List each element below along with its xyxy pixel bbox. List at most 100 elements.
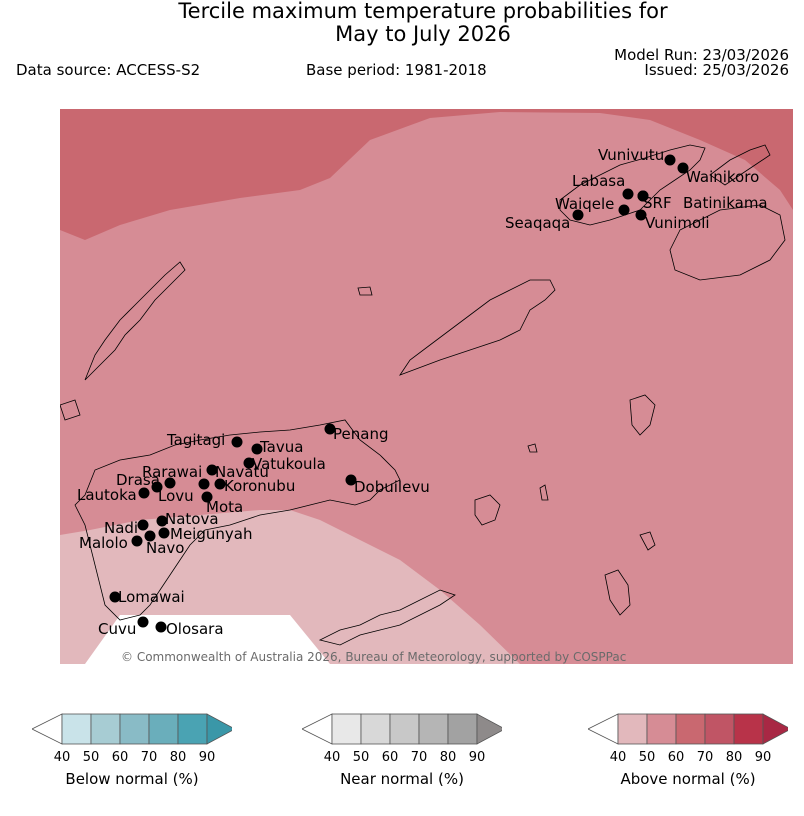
station-marker xyxy=(324,423,336,435)
colorbar-segment xyxy=(177,713,208,745)
yasawa-chain xyxy=(84,261,186,381)
station-marker xyxy=(635,209,647,221)
small-islet-1 xyxy=(357,286,373,296)
colorbar-above xyxy=(587,713,792,745)
station-marker xyxy=(637,190,649,202)
coastlines xyxy=(60,144,786,646)
small-islet-2 xyxy=(539,484,549,501)
station-marker xyxy=(164,477,176,489)
station-marker xyxy=(664,154,676,166)
station-marker xyxy=(231,436,243,448)
ovalau-island xyxy=(398,279,556,376)
colorbar-extend-low xyxy=(301,713,333,745)
colorbar-segment xyxy=(646,713,677,745)
probability-map: Vunivutu Wainikoro Labasa SRF Batinikama Waiq… xyxy=(60,109,793,664)
kadavu-coast xyxy=(318,589,456,646)
station-label: Rarawai xyxy=(142,463,202,481)
station-markers: Vunivutu Wainikoro Labasa SRF Batinikama Waiq… xyxy=(77,146,768,638)
legend-below-normal: 40 50 60 70 80 90 Below normal (%) xyxy=(31,712,236,792)
colorbar-tick-label: 80 xyxy=(169,750,187,765)
legend-near-normal: 40 50 60 70 80 90 Near normal (%) xyxy=(301,712,506,792)
taveuni-coast xyxy=(709,144,771,186)
station-label: Koronubu xyxy=(224,477,295,495)
colorbar-tick-label: 60 xyxy=(111,750,129,765)
station-label: Vatukoula xyxy=(252,455,326,473)
colorbar-below xyxy=(31,713,236,745)
station-label: SRF xyxy=(643,194,672,212)
gau-island xyxy=(474,494,501,526)
station-label: Mota xyxy=(206,498,243,516)
station-label: Cuvu xyxy=(98,620,136,638)
viti-levu-coast xyxy=(74,419,401,621)
colorbar-segment xyxy=(331,713,362,745)
station-marker xyxy=(131,535,143,547)
station-marker xyxy=(201,491,213,503)
colorbar-extend-high xyxy=(476,713,506,745)
issued-label: Issued: 25/03/2026 xyxy=(644,61,789,79)
station-label: Waiqele xyxy=(555,195,614,213)
colorbar-extend-high xyxy=(762,713,792,745)
station-label: Lovu xyxy=(158,487,194,505)
lau-group-east xyxy=(669,204,786,281)
colorbar-extend-low xyxy=(31,713,63,745)
station-label: Dobuilevu xyxy=(354,478,430,496)
station-label: Malolo xyxy=(79,534,128,552)
colorbar-tick-label: 50 xyxy=(82,750,100,765)
station-label: Meigunyah xyxy=(170,525,252,543)
base-period-label: Base period: 1981-2018 xyxy=(306,61,487,79)
station-marker xyxy=(137,616,149,628)
station-marker xyxy=(155,621,167,633)
colorbar-tick-label: 70 xyxy=(410,750,428,765)
colorbar-extend-low xyxy=(587,713,619,745)
station-label: Batinikama xyxy=(683,194,768,212)
station-marker xyxy=(206,464,218,476)
station-marker xyxy=(345,474,357,486)
station-marker xyxy=(109,591,121,603)
colorbar-segment xyxy=(61,713,92,745)
colorbar-tick-label: 70 xyxy=(140,750,158,765)
station-marker xyxy=(158,527,170,539)
vanua-levu-coast xyxy=(559,144,706,226)
station-label: Navatu xyxy=(215,463,269,481)
station-marker xyxy=(138,487,150,499)
small-islet-3 xyxy=(527,443,538,453)
colorbar-tick-label: 80 xyxy=(439,750,457,765)
station-marker xyxy=(572,209,584,221)
station-label: Lautoka xyxy=(77,486,137,504)
station-marker xyxy=(618,204,630,216)
station-marker xyxy=(677,162,689,174)
station-marker xyxy=(144,530,156,542)
band-60-70-northeast xyxy=(700,109,793,150)
colorbar-segment xyxy=(733,713,764,745)
station-label: Olosara xyxy=(166,620,224,638)
station-label: Penang xyxy=(333,425,388,443)
station-label: Vunimoli xyxy=(645,214,710,232)
mamanuca-islands xyxy=(60,399,81,421)
koro-island xyxy=(629,394,656,436)
title-line-1: Tercile maximum temperature probabilitie… xyxy=(178,0,668,23)
model-run-label: Model Run: 23/03/2026 xyxy=(614,46,789,64)
colorbar-tick-label: 40 xyxy=(53,750,71,765)
station-label: Tagitagi xyxy=(166,431,225,449)
station-marker xyxy=(251,443,263,455)
station-label: Lomawai xyxy=(118,588,185,606)
station-marker xyxy=(198,478,210,490)
colorbar-segment xyxy=(675,713,706,745)
station-marker xyxy=(622,188,634,200)
colorbar-segment xyxy=(617,713,648,745)
colorbar-segment xyxy=(90,713,121,745)
moala-island xyxy=(604,569,631,616)
station-label: Labasa xyxy=(572,172,625,190)
station-label: Navo xyxy=(146,539,184,557)
colorbar-tick-label: 80 xyxy=(725,750,743,765)
station-marker xyxy=(214,478,226,490)
colorbar-segment xyxy=(148,713,179,745)
legend-above-label: Above normal (%) xyxy=(620,770,756,788)
colorbar-tick-label: 40 xyxy=(323,750,341,765)
station-label: Nadi xyxy=(104,519,138,537)
station-marker xyxy=(137,519,149,531)
colorbar-segment xyxy=(119,713,150,745)
colorbar-tick-label: 90 xyxy=(468,750,486,765)
colorbar-extend-high xyxy=(206,713,236,745)
colorbar-tick-label: 70 xyxy=(696,750,714,765)
